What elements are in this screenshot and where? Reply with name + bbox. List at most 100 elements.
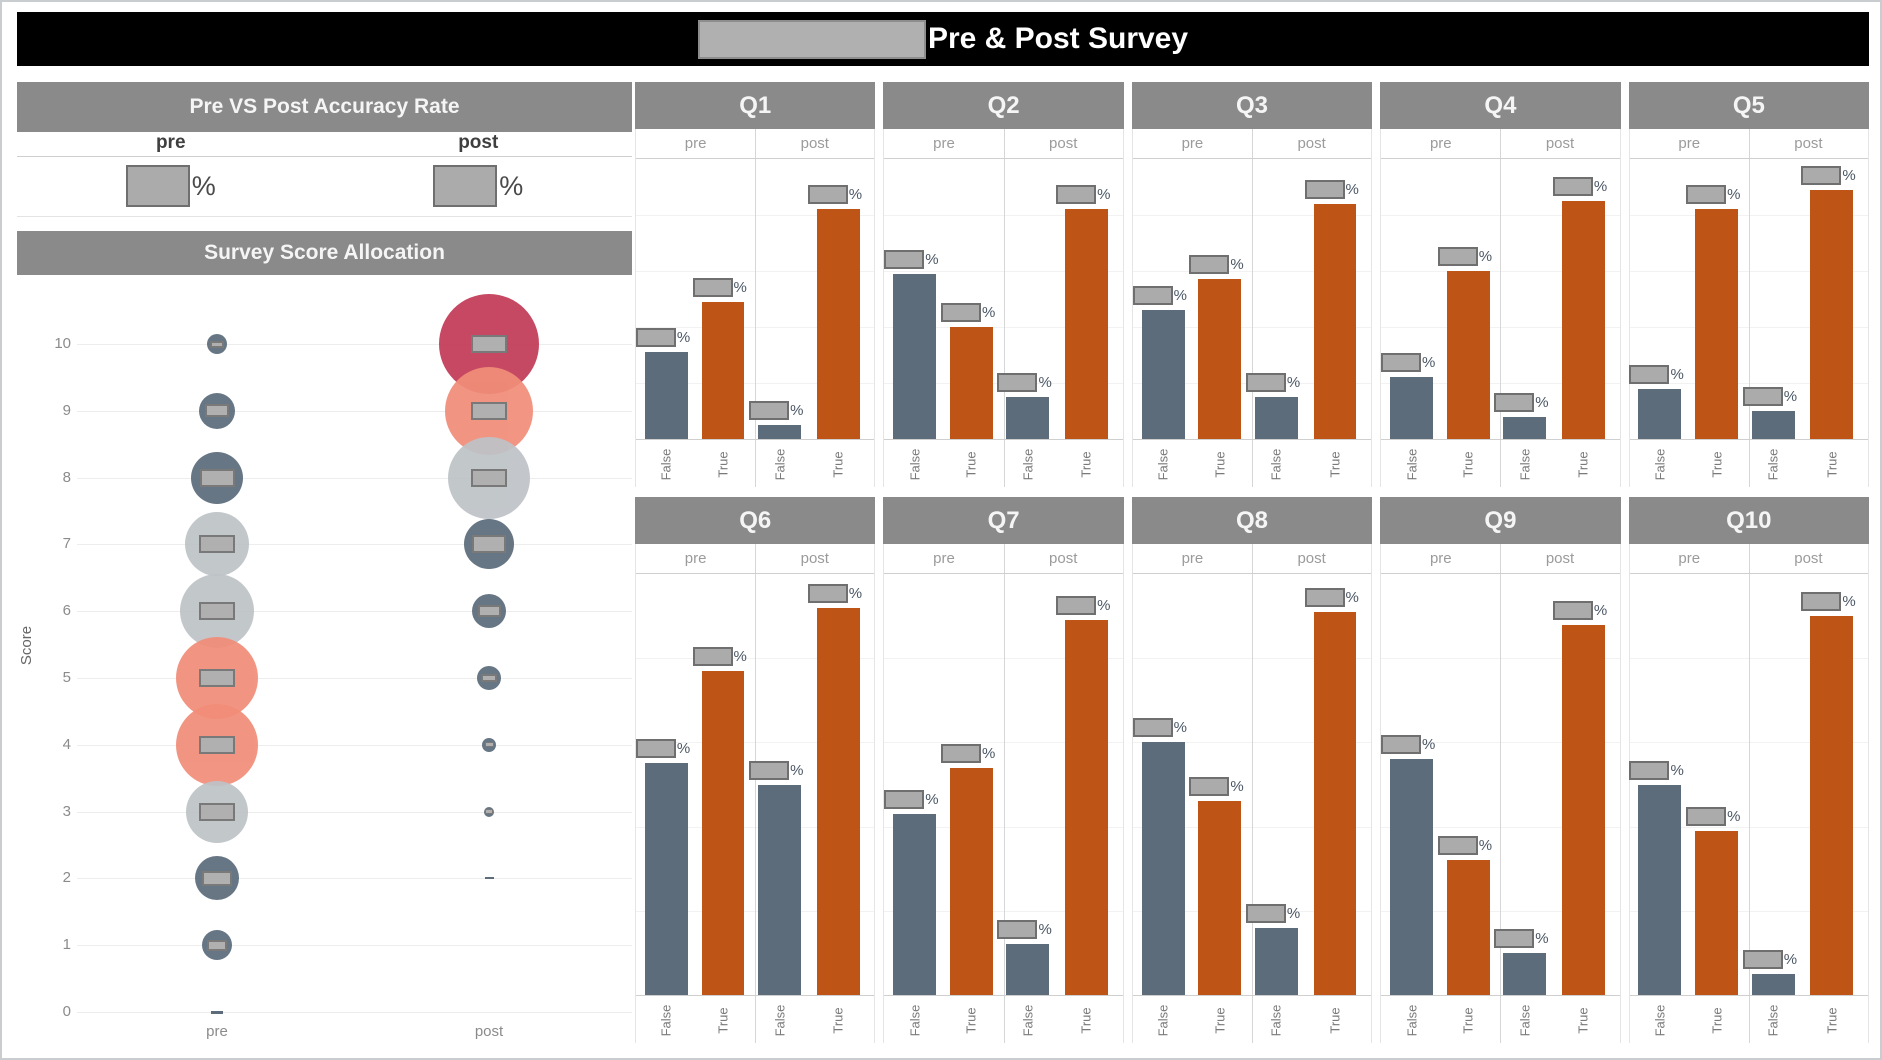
bar-pre-true[interactable] [1446, 860, 1490, 995]
bubble-mark[interactable] [191, 451, 243, 504]
bar-pre-true[interactable] [949, 327, 993, 439]
redacted-value-box [635, 328, 676, 348]
bubble-mark[interactable] [482, 737, 496, 752]
bubble-mark[interactable] [477, 666, 501, 690]
section-header-row: pre post [1629, 129, 1869, 159]
question-body: pre post%%%% False True False True [1628, 544, 1870, 1043]
bar-pre-false[interactable] [1638, 388, 1682, 439]
bar-value-label: % [940, 303, 995, 322]
question-plot: %%%% [884, 159, 1123, 439]
bar-pre-false[interactable] [644, 763, 688, 995]
percent-suffix: % [1097, 186, 1111, 204]
bar-post-false[interactable] [1006, 397, 1050, 439]
bar-post-true[interactable] [1065, 209, 1109, 439]
score-allocation-plot: Score 0 1 2 3 4 5 6 7 8 9 10 pre post [17, 275, 632, 1054]
section-header-row: pre post [1381, 544, 1620, 574]
bubble-mark[interactable] [185, 512, 249, 577]
question-title-q5: Q5 [1628, 82, 1870, 129]
section-divider [1500, 159, 1502, 439]
bar-value-label: % [1132, 286, 1187, 306]
bar-post-true[interactable] [1313, 611, 1357, 995]
percent-suffix: % [733, 278, 747, 296]
section-header-row: pre post [1132, 129, 1372, 159]
redacted-value-box [1437, 247, 1478, 266]
bar-post-false[interactable] [1503, 952, 1547, 995]
page-title: Pre & Post Survey [927, 22, 1189, 55]
bubble-mark[interactable] [202, 930, 232, 961]
bar-pre-false[interactable] [1638, 784, 1682, 995]
y-tick-label: 2 [62, 869, 71, 887]
question-body: pre post%%%% False True False True [1131, 129, 1373, 487]
bar-post-true[interactable] [816, 607, 860, 995]
x-category-label-false: False [1765, 1004, 1781, 1036]
category-axis: False True False True [1629, 995, 1869, 1043]
bar-pre-false[interactable] [644, 352, 688, 439]
bubble-mark-dash[interactable] [211, 1010, 223, 1014]
section-divider [755, 544, 757, 573]
bar-pre-true[interactable] [1198, 801, 1242, 995]
bubble-mark[interactable] [445, 366, 533, 455]
bar-post-false[interactable] [1254, 927, 1298, 995]
accuracy-column-labels: pre post [17, 132, 632, 157]
bar-post-true[interactable] [1561, 201, 1605, 439]
redacted-value-box [485, 809, 493, 815]
bubble-mark[interactable] [199, 392, 235, 429]
bar-post-false[interactable] [758, 425, 801, 439]
bar-value-label: % [1189, 777, 1244, 797]
redacted-value-box [1494, 392, 1535, 412]
bar-pre-true[interactable] [701, 670, 745, 995]
percent-suffix: % [1173, 287, 1187, 305]
bar-pre-false[interactable] [1390, 377, 1433, 439]
bubble-mark[interactable] [207, 334, 227, 354]
bar-pre-false[interactable] [893, 813, 937, 995]
bubble-mark[interactable] [195, 856, 239, 901]
percent-suffix: % [1535, 393, 1549, 411]
percent-suffix: % [1422, 736, 1436, 754]
category-axis: False True False True [636, 439, 875, 487]
bar-pre-true[interactable] [1446, 271, 1490, 439]
bubble-mark[interactable] [484, 806, 494, 817]
question-plot: %%%% [1629, 574, 1869, 995]
percent-suffix: % [1345, 588, 1359, 606]
bar-post-true[interactable] [1561, 624, 1605, 995]
bar-pre-false[interactable] [893, 273, 937, 439]
bar-pre-true[interactable] [949, 767, 993, 995]
gridline [77, 1012, 632, 1013]
redacted-value-box [1686, 185, 1727, 205]
bar-post-false[interactable] [1254, 397, 1298, 439]
section-divider [755, 996, 757, 1043]
question-title-q4: Q4 [1380, 82, 1621, 129]
bar-post-false[interactable] [1751, 411, 1795, 439]
bubble-mark-dash[interactable] [484, 877, 494, 880]
bar-pre-false[interactable] [1141, 742, 1185, 995]
bubble-mark[interactable] [472, 594, 506, 629]
redacted-value-box [202, 870, 232, 886]
bar-pre-false[interactable] [1390, 759, 1433, 995]
bar-pre-true[interactable] [701, 301, 745, 439]
bar-post-true[interactable] [1313, 203, 1357, 439]
bar-post-true[interactable] [1065, 620, 1109, 995]
bar-pre-true[interactable] [1695, 830, 1739, 995]
bubble-mark[interactable] [464, 519, 514, 570]
bubble-mark[interactable] [448, 436, 530, 519]
redacted-value-box [1132, 286, 1173, 306]
x-category-label-false: False [1517, 448, 1533, 480]
section-divider [1500, 440, 1502, 487]
bubble-mark[interactable] [186, 780, 248, 843]
bar-post-true[interactable] [816, 209, 860, 439]
bar-post-true[interactable] [1810, 616, 1854, 995]
bar-pre-false[interactable] [1141, 310, 1185, 439]
percent-suffix: % [925, 250, 939, 268]
x-category-label-false: False [1268, 448, 1284, 480]
bubble-mark[interactable] [176, 703, 258, 786]
bar-post-false[interactable] [758, 784, 801, 995]
bubble-mark[interactable] [180, 574, 254, 649]
bar-post-false[interactable] [1503, 416, 1547, 439]
bar-pre-true[interactable] [1198, 279, 1242, 439]
bar-value-label: % [749, 760, 803, 780]
bar-post-true[interactable] [1810, 189, 1854, 439]
bar-post-false[interactable] [1751, 973, 1795, 995]
bar-pre-true[interactable] [1695, 209, 1739, 439]
bar-post-false[interactable] [1006, 944, 1050, 995]
bar-value-label: % [1245, 903, 1300, 923]
